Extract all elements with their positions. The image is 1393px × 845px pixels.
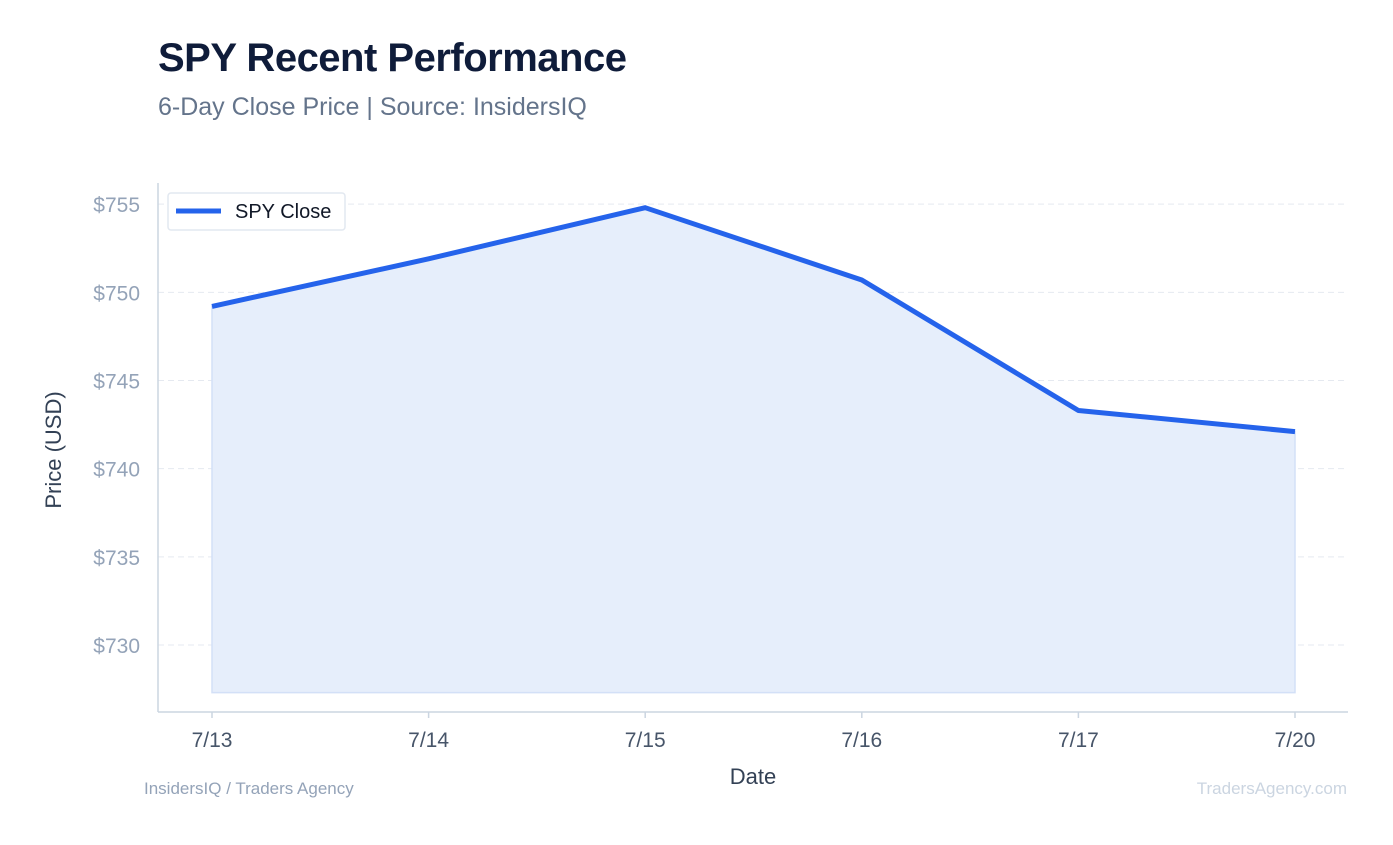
y-tick-label: $745 [93, 370, 140, 393]
x-tick-labels: 7/13 7/14 7/15 7/16 7/17 7/20 [192, 712, 1316, 752]
chart-title: SPY Recent Performance [158, 36, 627, 80]
x-tick-label: 7/14 [408, 729, 449, 752]
x-tick-label: 7/17 [1058, 729, 1099, 752]
y-tick-labels: $730 $735 $740 $745 $750 $755 [93, 194, 140, 658]
area-fill-group [211, 206, 1296, 694]
area-fill [211, 206, 1296, 694]
footer-credit: InsidersIQ / Traders Agency [144, 779, 354, 798]
legend-label: SPY Close [235, 201, 331, 223]
series-line-spy-close [211, 205, 1296, 435]
x-tick-label: 7/13 [192, 729, 233, 752]
x-axis-label: Date [730, 764, 776, 789]
y-tick-label: $735 [93, 547, 140, 570]
legend-box [167, 192, 346, 231]
x-tick-label: 7/16 [841, 729, 882, 752]
y-tick-label: $730 [93, 635, 140, 658]
footer-watermark: TradersAgency.com [1196, 779, 1347, 798]
chart-subtitle: 6-Day Close Price | Source: InsidersIQ [158, 93, 587, 121]
y-tick-label: $740 [93, 459, 140, 482]
y-axis-label: Price (USD) [41, 391, 66, 508]
x-tick-label: 7/20 [1275, 729, 1316, 752]
y-tick-label: $755 [93, 194, 140, 217]
x-tick-label: 7/15 [625, 729, 666, 752]
series-line-group [211, 205, 1296, 435]
y-tick-label: $750 [93, 282, 140, 305]
legend: SPY Close [167, 192, 346, 231]
axes [157, 183, 1348, 713]
